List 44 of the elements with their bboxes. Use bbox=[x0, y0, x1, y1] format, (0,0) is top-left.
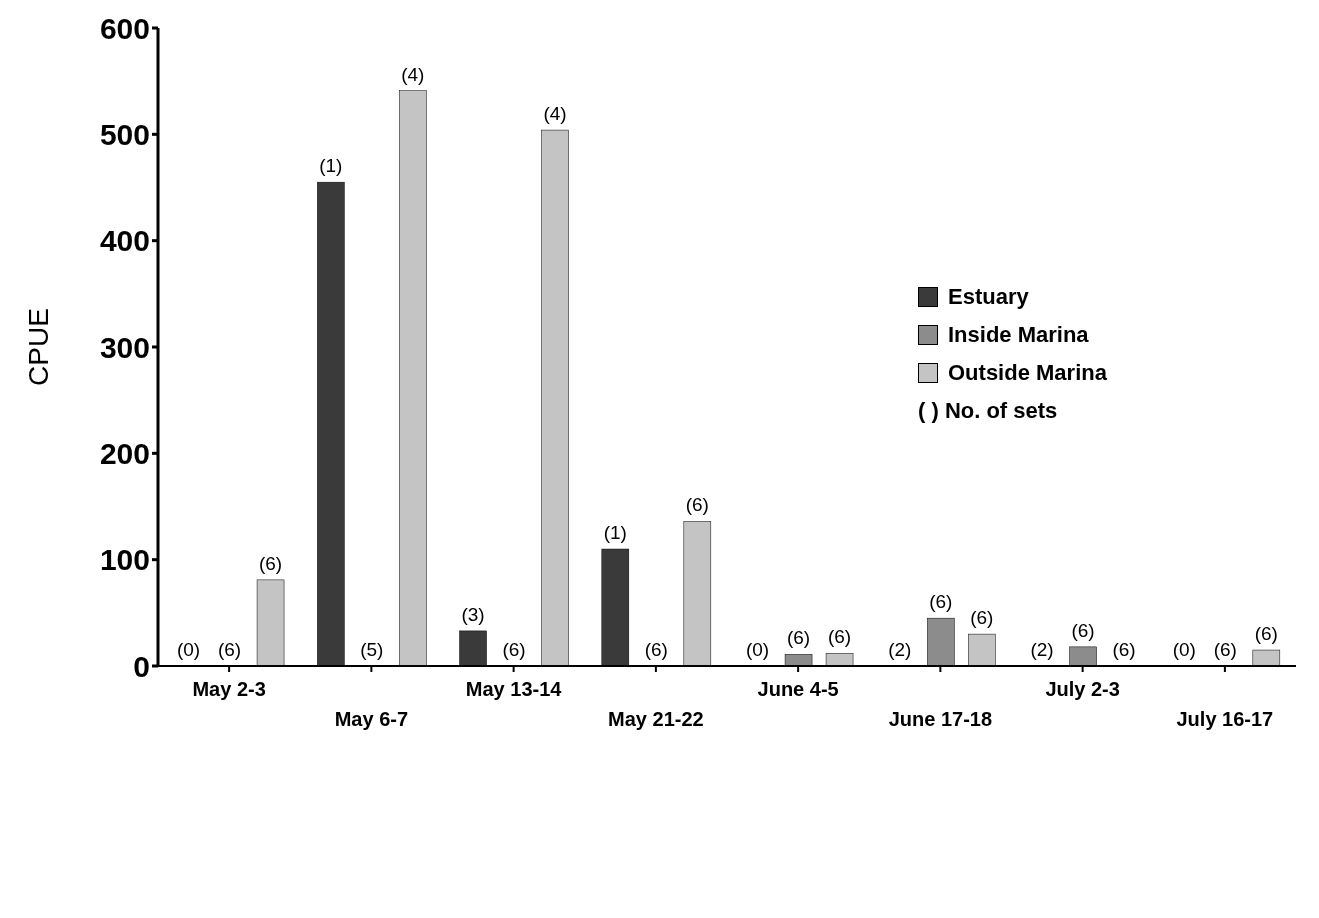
annotation: (6) bbox=[1112, 639, 1136, 660]
annotation: ( ) No. of sets bbox=[918, 397, 1059, 425]
legend-label: Inside Marina bbox=[948, 322, 1089, 348]
annotation: (2) bbox=[888, 639, 912, 660]
y-tick-label: 600 bbox=[99, 11, 150, 45]
annotation: (6) bbox=[1213, 639, 1237, 660]
x-tick-label: May 2-3 bbox=[192, 678, 266, 700]
annotation: (6) bbox=[258, 552, 283, 574]
annotation: (6) bbox=[970, 607, 994, 629]
x-tick-label: May 21-22 bbox=[608, 708, 704, 730]
y-tick-label: 100 bbox=[99, 543, 150, 577]
annotation: (6) bbox=[685, 494, 709, 516]
y-tick-label: 200 bbox=[99, 436, 150, 470]
annotation: (1) bbox=[603, 522, 627, 544]
annotation: (5) bbox=[360, 639, 384, 660]
y-axis-title: CPUE bbox=[22, 308, 54, 386]
annotation: (0) bbox=[176, 639, 201, 660]
legend-label: Outside Marina bbox=[948, 360, 1107, 386]
y-tick-label: 300 bbox=[99, 330, 150, 364]
x-tick-label: May 6-7 bbox=[334, 708, 409, 730]
x-tick-label: July 2-3 bbox=[1045, 678, 1120, 700]
annotation: (6) bbox=[502, 639, 526, 660]
y-tick-label: 500 bbox=[99, 117, 150, 151]
x-tick-label: June 17-18 bbox=[888, 708, 993, 730]
annotation: (6) bbox=[1071, 619, 1095, 641]
annotation: (2) bbox=[1030, 639, 1054, 660]
annotation: (4) bbox=[543, 103, 567, 125]
annotation: (6) bbox=[929, 591, 953, 613]
annotation: (1) bbox=[319, 155, 343, 177]
annotation: (0) bbox=[1172, 639, 1196, 660]
legend-label: Estuary bbox=[948, 284, 1029, 310]
annotation: (4) bbox=[401, 63, 425, 85]
annotation: (3) bbox=[461, 603, 485, 625]
annotation: (6) bbox=[827, 626, 852, 648]
x-tick-label: May 13-14 bbox=[465, 678, 563, 700]
x-tick-label: July 16-17 bbox=[1176, 708, 1274, 730]
annotation: (6) bbox=[644, 639, 668, 660]
annotation: (0) bbox=[745, 639, 770, 660]
x-tick-label: June 4-5 bbox=[757, 678, 839, 700]
annotation: (6) bbox=[786, 627, 811, 649]
y-tick-label: 400 bbox=[99, 224, 150, 258]
annotation: (6) bbox=[217, 639, 242, 660]
annotation: (6) bbox=[1254, 623, 1278, 645]
y-tick-label: 0 bbox=[133, 649, 150, 683]
